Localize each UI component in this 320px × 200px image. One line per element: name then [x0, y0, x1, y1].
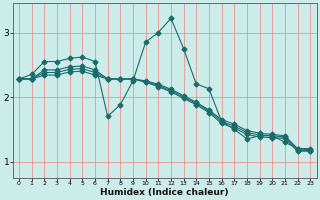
X-axis label: Humidex (Indice chaleur): Humidex (Indice chaleur) [100, 188, 229, 197]
